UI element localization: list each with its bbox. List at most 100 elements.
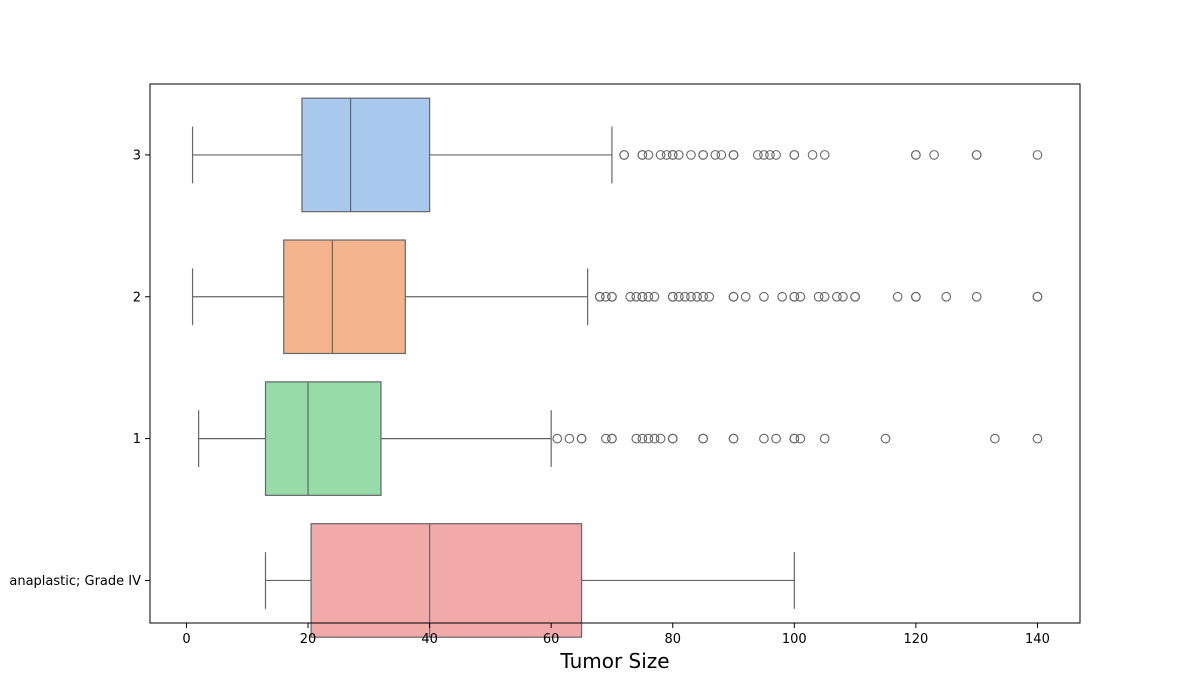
- outlier-point: [698, 150, 708, 160]
- outlier-point: [789, 433, 800, 444]
- outlier-point: [655, 150, 666, 160]
- outlier-point: [971, 291, 982, 302]
- outlier-point: [649, 433, 660, 444]
- outlier-point: [698, 433, 708, 444]
- outlier-point: [576, 433, 587, 444]
- outlier-point: [759, 150, 769, 160]
- outlier-point: [704, 291, 715, 302]
- outlier-point: [710, 150, 721, 160]
- x-tick-label: 140: [1025, 632, 1050, 647]
- x-tick-label: 20: [300, 632, 317, 647]
- x-axis: 0 20 40 60 80 100 120 140: [182, 623, 1050, 647]
- outlier-point: [777, 291, 788, 302]
- box: [310, 523, 583, 638]
- outlier-point: [643, 433, 654, 444]
- outlier-point: [631, 433, 642, 444]
- x-axis-label: Tumor Size: [559, 649, 669, 673]
- boxes-layer: [191, 97, 795, 638]
- outlier-point: [740, 291, 751, 302]
- outlier-point: [649, 291, 660, 302]
- outlier-point: [880, 433, 891, 444]
- outlier-point: [594, 291, 605, 302]
- outlier-point: [759, 291, 769, 302]
- outlier-point: [941, 291, 952, 302]
- outlier-point: [1032, 150, 1043, 160]
- x-tick-label: 0: [182, 632, 190, 647]
- outlier-point: [667, 150, 678, 160]
- outlier-point: [619, 150, 629, 160]
- outlier-point: [789, 150, 800, 160]
- outlier-point: [637, 433, 648, 444]
- outlier-point: [728, 433, 739, 444]
- outlier-point: [686, 150, 696, 160]
- outlier-point: [838, 291, 848, 302]
- outlier-point: [971, 150, 982, 160]
- outlier-point: [911, 291, 921, 302]
- outlier-point: [643, 150, 654, 160]
- outlier-point: [728, 150, 739, 160]
- outlier-point: [698, 291, 708, 302]
- outlier-point: [819, 433, 830, 444]
- outlier-point: [789, 291, 800, 302]
- outlier-point: [631, 291, 642, 302]
- outlier-point: [607, 433, 617, 444]
- box-group: [191, 239, 589, 355]
- box-group: [191, 97, 613, 213]
- outlier-point: [655, 433, 666, 444]
- outlier-point: [771, 150, 781, 160]
- outlier-point: [929, 150, 939, 160]
- y-tick-label: 3: [133, 148, 141, 163]
- outlier-point: [771, 433, 781, 444]
- outlier-point: [911, 150, 921, 160]
- y-tick-label: 2: [133, 290, 141, 305]
- outlier-point: [692, 291, 702, 302]
- outlier-point: [765, 150, 775, 160]
- outlier-point: [716, 150, 727, 160]
- outlier-point: [552, 433, 563, 444]
- outlier-point: [728, 291, 739, 302]
- outlier-point: [759, 433, 769, 444]
- y-tick-label: anaplastic; Grade IV: [9, 574, 141, 589]
- outlier-point: [850, 291, 860, 302]
- outlier-point: [832, 291, 842, 302]
- x-tick-label: 120: [903, 632, 928, 647]
- outlier-point: [601, 291, 611, 302]
- outlier-point: [1032, 433, 1043, 444]
- outlier-point: [1032, 291, 1043, 302]
- y-axis: 3 2 1 anaplastic; Grade IV: [9, 148, 150, 589]
- x-tick-label: 40: [421, 632, 438, 647]
- plot-frame: [149, 83, 1081, 624]
- outlier-point: [680, 291, 690, 302]
- x-tick-label: 60: [543, 632, 560, 647]
- box-group: [264, 523, 795, 638]
- outlier-point: [625, 291, 636, 302]
- outliers-layer: [552, 150, 1043, 444]
- x-tick-label: 100: [782, 632, 807, 647]
- box: [283, 239, 406, 355]
- box-group: [198, 381, 552, 496]
- outlier-point: [607, 291, 617, 302]
- outlier-point: [813, 291, 824, 302]
- outlier-point: [686, 291, 696, 302]
- outlier-point: [807, 150, 818, 160]
- outlier-point: [795, 291, 806, 302]
- outlier-point: [795, 433, 806, 444]
- outlier-point: [819, 150, 830, 160]
- box: [301, 97, 431, 213]
- outlier-point: [637, 291, 648, 302]
- y-tick-label: 1: [133, 432, 141, 447]
- outlier-point: [752, 150, 763, 160]
- outlier-point: [892, 291, 903, 302]
- outlier-point: [601, 433, 611, 444]
- outlier-point: [637, 150, 648, 160]
- box: [264, 381, 382, 496]
- outlier-point: [661, 150, 672, 160]
- outlier-point: [667, 291, 678, 302]
- outlier-point: [673, 150, 684, 160]
- outlier-point: [667, 433, 678, 444]
- outlier-point: [673, 291, 684, 302]
- x-tick-label: 80: [664, 632, 681, 647]
- outlier-point: [990, 433, 1000, 444]
- outlier-point: [819, 291, 830, 302]
